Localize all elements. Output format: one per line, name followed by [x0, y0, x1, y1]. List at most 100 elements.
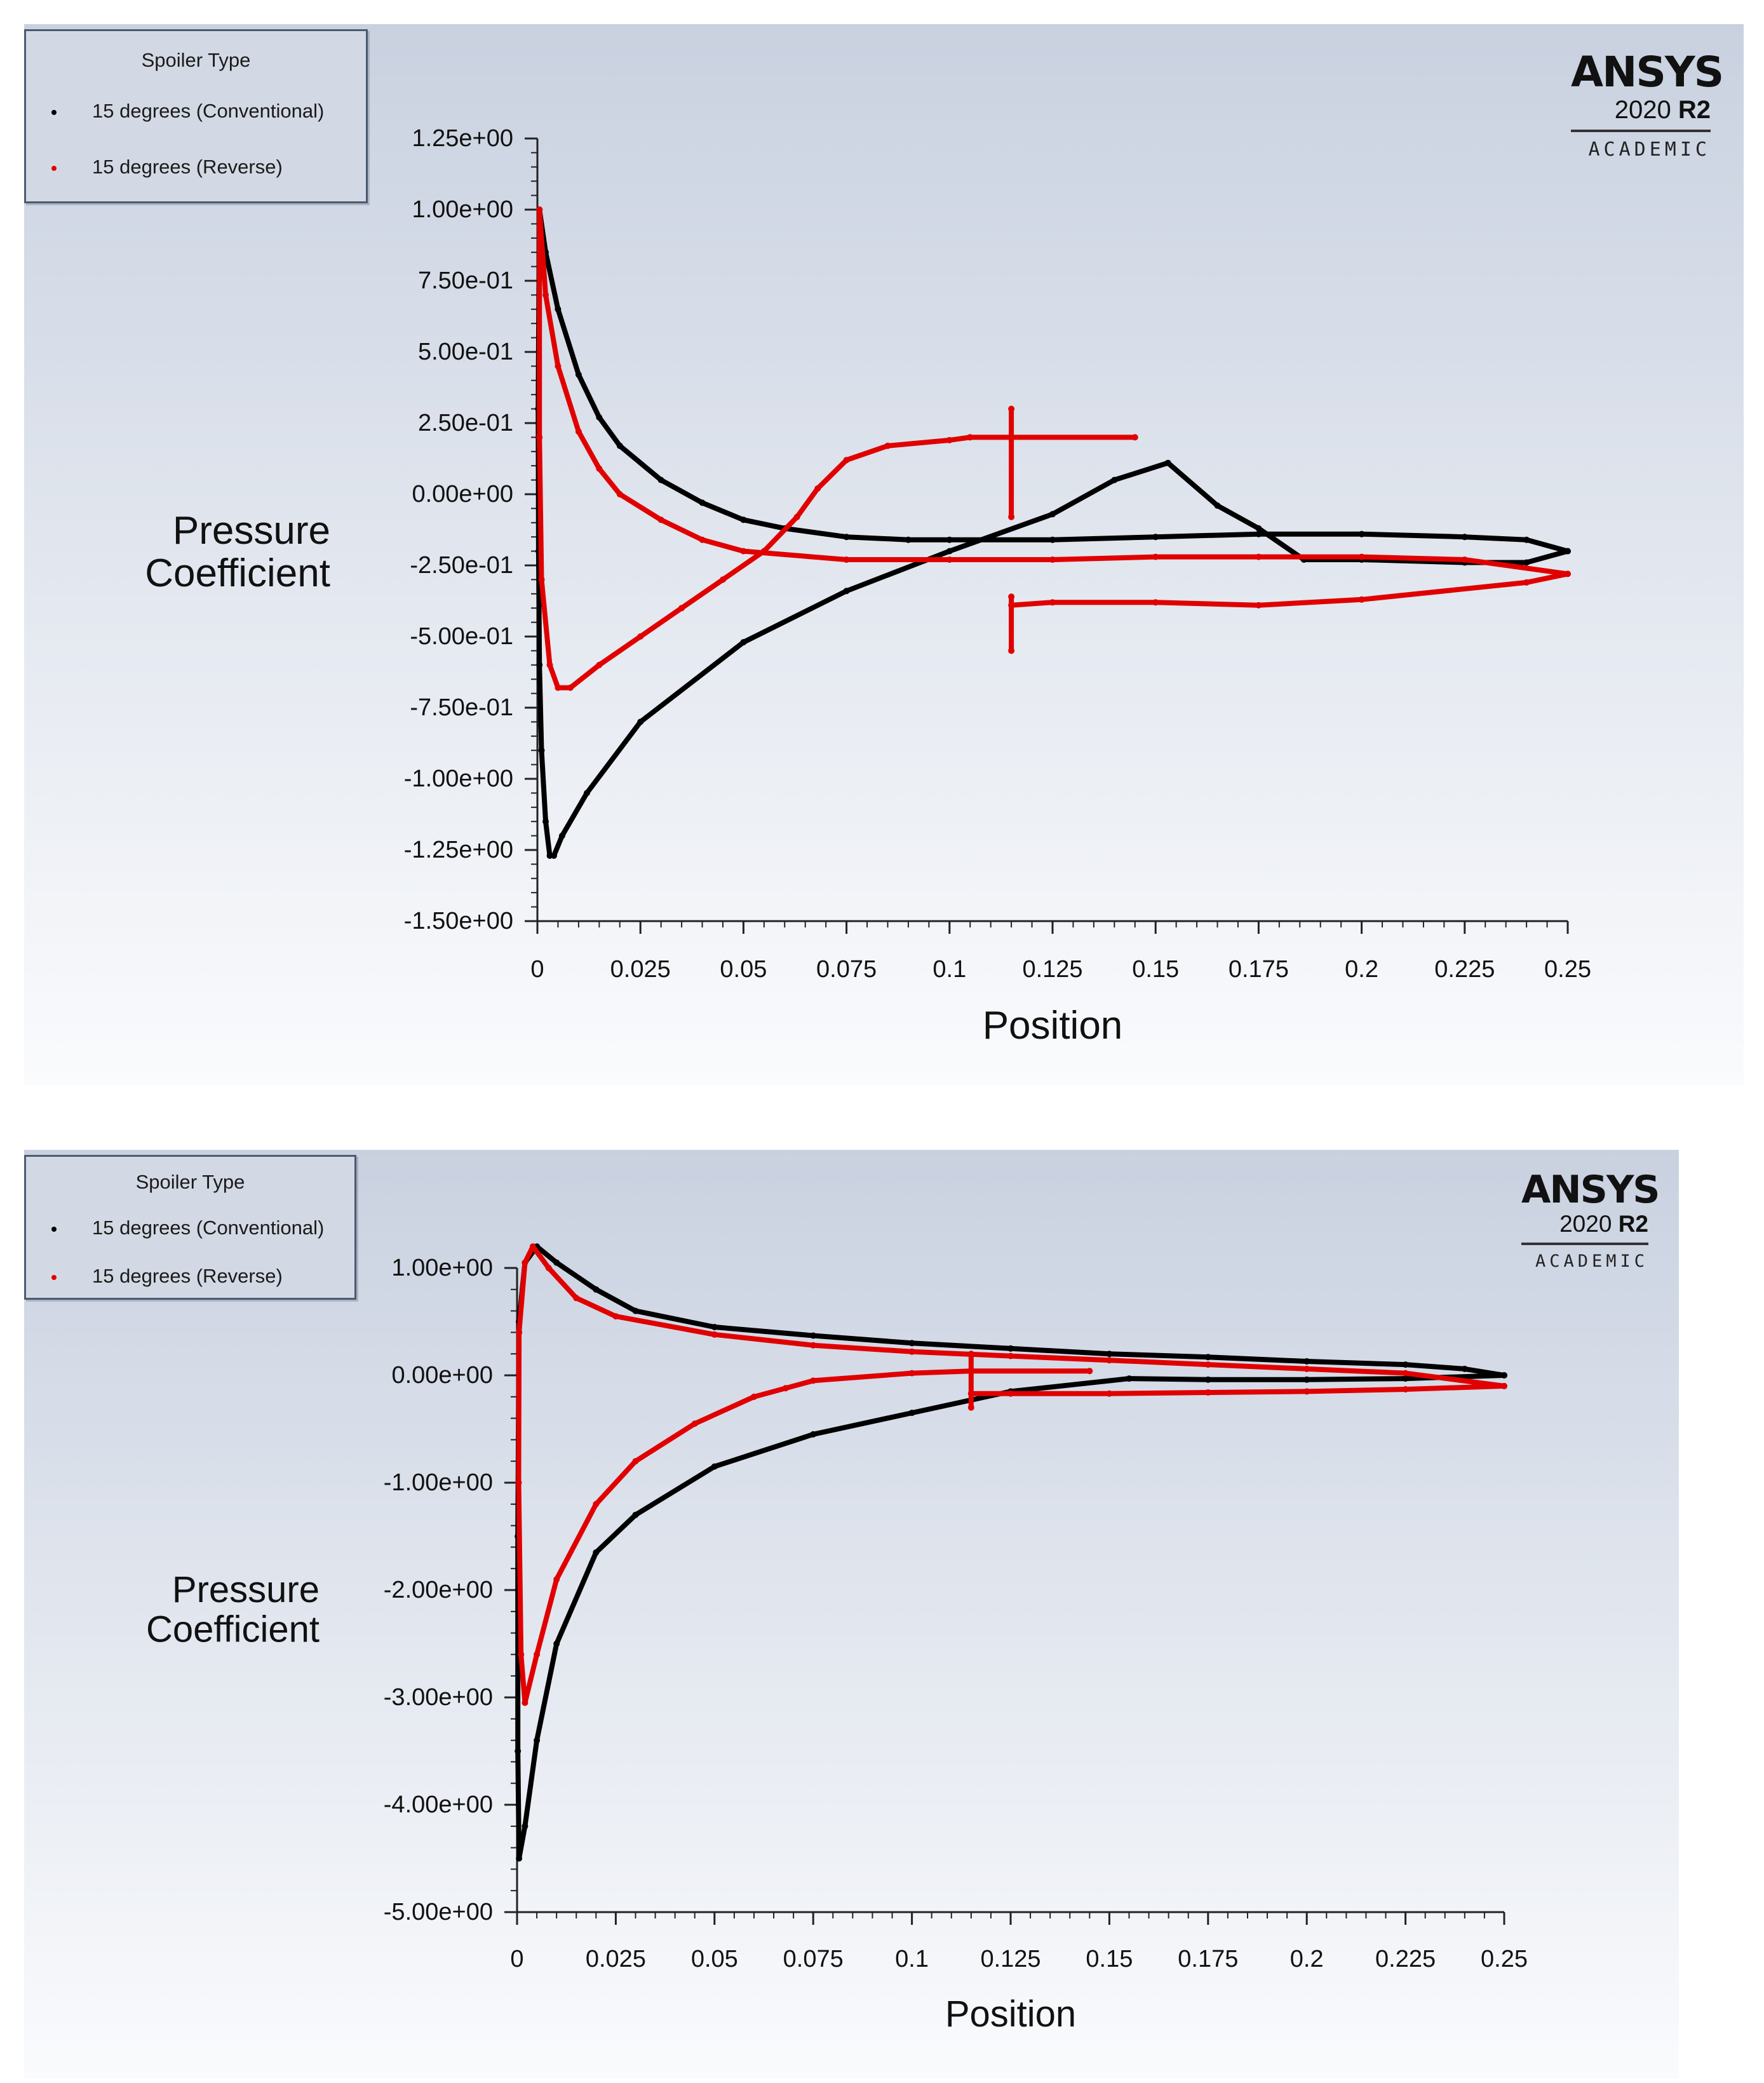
y-tick-label: -3.00e+00 [384, 1684, 493, 1711]
legend-marker-conventional [51, 109, 57, 115]
legend-marker-reverse [51, 1274, 57, 1280]
x-tick-label: 0.1 [895, 1946, 929, 1972]
legend-label-reverse: 15 degrees (Reverse) [92, 156, 283, 178]
data-point-reverse [678, 605, 685, 612]
legend-label-conventional: 15 degrees (Conventional) [92, 100, 325, 122]
brand-edition: ACADEMIC [1535, 1251, 1648, 1271]
data-point-conventional [905, 536, 912, 543]
data-point-conventional [536, 661, 543, 668]
data-point-reverse [1204, 1389, 1211, 1396]
y-tick-label: 7.50e-01 [418, 267, 513, 294]
data-point-conventional [593, 1286, 600, 1293]
data-point-reverse [515, 1480, 522, 1486]
data-point-reverse [542, 292, 549, 299]
data-point-reverse [967, 1404, 974, 1411]
data-point-conventional [1204, 1376, 1211, 1383]
data-point-conventional [1007, 1345, 1014, 1352]
data-point-reverse [908, 1370, 915, 1377]
data-point-reverse [1007, 1352, 1014, 1359]
data-point-conventional [632, 1307, 639, 1314]
brand-name: ANSYS [1521, 1168, 1660, 1212]
y-tick-label: -5.00e+00 [384, 1899, 493, 1925]
data-point-reverse [810, 1377, 817, 1384]
data-point-conventional [810, 1332, 817, 1339]
data-point-conventional [593, 1549, 600, 1556]
data-point-reverse [1358, 553, 1365, 560]
y-tick-label: -5.00e-01 [410, 623, 513, 650]
data-point-conventional [740, 639, 747, 645]
legend: Spoiler Type 15 degrees (Conventional) 1… [24, 1155, 356, 1300]
series-reverse-line [537, 207, 1014, 691]
data-point-conventional [1303, 1358, 1310, 1365]
data-point-reverse [1106, 1390, 1113, 1397]
data-point-reverse [1152, 553, 1159, 560]
data-point-conventional [538, 747, 545, 754]
brand-rule [1521, 1243, 1648, 1245]
data-point-reverse [1007, 1390, 1014, 1397]
data-point-conventional [810, 1431, 817, 1438]
data-point-reverse [1152, 599, 1159, 606]
data-point-reverse [967, 434, 974, 441]
data-point-reverse [810, 1342, 817, 1349]
legend-item-conventional: 15 degrees (Conventional) [51, 1217, 324, 1239]
data-point-reverse [1008, 647, 1015, 654]
data-point-conventional [711, 1463, 718, 1470]
x-tick-label: 0.025 [610, 956, 671, 983]
data-point-conventional [1358, 530, 1365, 537]
data-point-conventional [555, 306, 562, 313]
x-tick-label: 0.175 [1178, 1946, 1238, 1972]
x-tick-label: 0.05 [720, 956, 767, 983]
legend-marker-conventional [51, 1226, 57, 1232]
data-point-reverse [632, 1458, 639, 1465]
data-point-reverse [1255, 602, 1262, 609]
data-point-conventional [583, 790, 590, 797]
x-tick-label: 0.075 [783, 1946, 844, 1972]
data-point-reverse [908, 1348, 915, 1355]
legend-item-conventional: 15 degrees (Conventional) [51, 100, 324, 123]
x-axis-title: Position [945, 1993, 1076, 2035]
data-point-conventional [516, 1855, 523, 1862]
data-point-reverse [814, 485, 821, 492]
data-point-reverse [573, 1295, 580, 1302]
data-point-conventional [1523, 559, 1530, 566]
data-point-reverse [1358, 596, 1365, 603]
data-point-conventional [575, 371, 582, 378]
y-axis-title: Pressure Coefficient [146, 1569, 320, 1650]
x-tick-label: 0.225 [1434, 956, 1495, 983]
legend-label-reverse: 15 degrees (Reverse) [92, 1265, 283, 1287]
data-point-reverse [1086, 1368, 1093, 1375]
data-point-reverse [782, 1385, 789, 1392]
series-reverse-line [516, 1330, 974, 1706]
data-point-conventional [596, 414, 603, 421]
data-point-reverse [536, 434, 543, 441]
x-tick-label: 0.225 [1375, 1946, 1436, 1972]
data-point-reverse [545, 1265, 552, 1271]
data-point-reverse [1501, 1382, 1507, 1389]
data-point-reverse [760, 548, 767, 555]
data-point-reverse [843, 556, 850, 563]
series-conventional-line [516, 1244, 1507, 1378]
data-point-reverse [534, 1651, 541, 1658]
data-point-conventional [908, 1340, 915, 1347]
chart-panel-top: Spoiler Type 15 degrees (Conventional) 1… [24, 24, 1744, 1085]
data-point-reverse [1255, 553, 1262, 560]
data-point-conventional [1152, 534, 1159, 541]
legend-title: Spoiler Type [141, 49, 251, 71]
x-tick-label: 0.2 [1290, 1946, 1324, 1972]
data-point-conventional [1402, 1375, 1409, 1382]
data-point-conventional [515, 1748, 522, 1755]
data-point-reverse [946, 556, 953, 563]
data-point-conventional [1164, 459, 1171, 466]
data-point-conventional [740, 516, 747, 523]
data-point-conventional [1501, 1372, 1507, 1379]
y-tick-label: -7.50e-01 [410, 694, 513, 721]
data-point-conventional [1461, 534, 1468, 541]
data-point-reverse [567, 684, 574, 691]
brand-version-year: 2020 [1559, 1211, 1612, 1237]
data-point-conventional [637, 718, 644, 725]
data-point-reverse [555, 684, 562, 691]
pressure-coefficient-chart-top: 1.25e+00 1.00e+00 7.50e-01 5.00e-01 2.50e-01… [145, 125, 1591, 1048]
data-point-conventional [632, 1511, 639, 1518]
data-point-reverse [1008, 593, 1015, 600]
data-point-conventional [657, 476, 664, 483]
